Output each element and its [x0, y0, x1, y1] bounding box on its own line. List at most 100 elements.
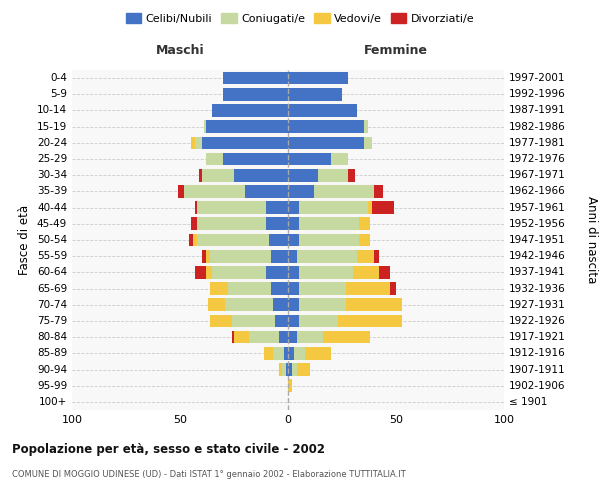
Bar [288, 363, 292, 376]
Bar [191, 136, 195, 149]
Bar [323, 331, 370, 344]
Bar [288, 169, 318, 181]
Bar [288, 282, 299, 295]
Bar [299, 218, 359, 230]
Bar [295, 347, 305, 360]
Bar [227, 282, 271, 295]
Bar [269, 234, 288, 246]
Text: COMUNE DI MOGGIO UDINESE (UD) - Dati ISTAT 1° gennaio 2002 - Elaborazione TUTTIT: COMUNE DI MOGGIO UDINESE (UD) - Dati IST… [12, 470, 406, 479]
Bar [234, 169, 288, 181]
Bar [314, 185, 374, 198]
Bar [199, 169, 202, 181]
Bar [346, 282, 389, 295]
Bar [271, 250, 288, 262]
Bar [195, 202, 197, 214]
Bar [226, 298, 273, 311]
Bar [288, 136, 364, 149]
Bar [357, 250, 374, 262]
Bar [202, 136, 288, 149]
Bar [286, 363, 288, 376]
Bar [288, 314, 299, 328]
Bar [266, 218, 288, 230]
Bar [299, 266, 353, 278]
Bar [288, 152, 331, 166]
Bar [284, 347, 288, 360]
Bar [288, 72, 349, 85]
Bar [318, 169, 349, 181]
Bar [353, 266, 379, 278]
Bar [210, 250, 271, 262]
Bar [275, 314, 288, 328]
Bar [197, 202, 266, 214]
Bar [206, 250, 210, 262]
Bar [212, 266, 266, 278]
Bar [266, 266, 288, 278]
Bar [202, 250, 206, 262]
Bar [299, 314, 338, 328]
Bar [249, 331, 280, 344]
Bar [193, 234, 197, 246]
Bar [359, 234, 370, 246]
Bar [389, 282, 396, 295]
Bar [271, 282, 288, 295]
Bar [280, 363, 281, 376]
Bar [197, 234, 269, 246]
Bar [281, 363, 286, 376]
Bar [374, 250, 379, 262]
Bar [288, 266, 299, 278]
Bar [210, 282, 227, 295]
Bar [288, 347, 295, 360]
Bar [264, 347, 273, 360]
Bar [374, 185, 383, 198]
Bar [299, 202, 368, 214]
Bar [266, 202, 288, 214]
Bar [206, 152, 223, 166]
Bar [273, 347, 284, 360]
Bar [379, 266, 389, 278]
Bar [299, 298, 346, 311]
Bar [197, 218, 266, 230]
Bar [288, 104, 357, 117]
Bar [296, 363, 310, 376]
Bar [208, 298, 226, 311]
Bar [296, 250, 357, 262]
Bar [195, 266, 206, 278]
Bar [288, 298, 299, 311]
Bar [191, 218, 197, 230]
Bar [288, 250, 296, 262]
Text: Maschi: Maschi [155, 44, 205, 57]
Bar [305, 347, 331, 360]
Bar [234, 331, 249, 344]
Y-axis label: Fasce di età: Fasce di età [19, 205, 31, 275]
Bar [223, 72, 288, 85]
Bar [288, 202, 299, 214]
Bar [245, 185, 288, 198]
Bar [212, 104, 288, 117]
Bar [372, 202, 394, 214]
Bar [288, 218, 299, 230]
Bar [299, 234, 359, 246]
Bar [210, 314, 232, 328]
Bar [223, 152, 288, 166]
Bar [288, 120, 364, 133]
Bar [184, 185, 245, 198]
Text: Popolazione per età, sesso e stato civile - 2002: Popolazione per età, sesso e stato civil… [12, 442, 325, 456]
Bar [368, 202, 372, 214]
Bar [206, 120, 288, 133]
Bar [288, 380, 292, 392]
Bar [349, 169, 355, 181]
Bar [204, 120, 206, 133]
Bar [195, 136, 202, 149]
Bar [288, 331, 296, 344]
Bar [273, 298, 288, 311]
Bar [296, 331, 323, 344]
Bar [331, 152, 349, 166]
Text: Femmine: Femmine [364, 44, 428, 57]
Bar [288, 234, 299, 246]
Bar [338, 314, 403, 328]
Bar [206, 266, 212, 278]
Bar [292, 363, 296, 376]
Bar [288, 88, 342, 101]
Bar [232, 314, 275, 328]
Bar [299, 282, 346, 295]
